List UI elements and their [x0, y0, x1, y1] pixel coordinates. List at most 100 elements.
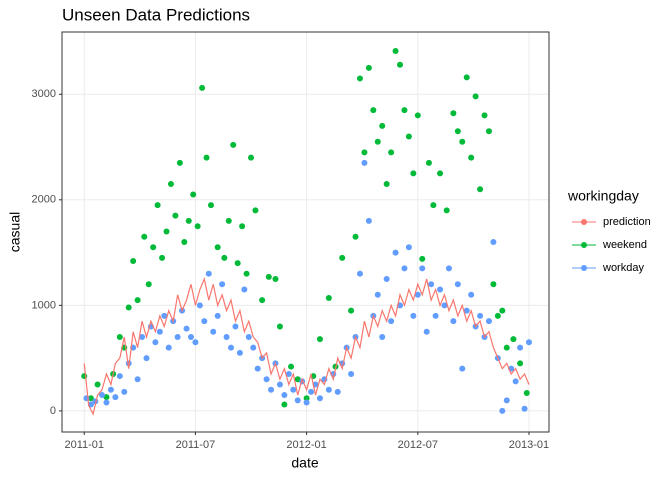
- data-point: [410, 170, 417, 177]
- data-point: [143, 355, 150, 362]
- data-point: [494, 312, 501, 319]
- legend-key-point: [581, 242, 587, 248]
- data-point: [477, 186, 484, 193]
- data-point: [196, 302, 203, 309]
- data-point: [454, 128, 461, 135]
- legend-label: weekend: [602, 239, 647, 251]
- data-point: [167, 180, 174, 187]
- x-tick-label: 2011-01: [64, 439, 104, 451]
- data-point: [159, 254, 166, 261]
- data-point: [472, 93, 479, 100]
- data-point: [325, 294, 332, 301]
- data-point: [268, 386, 275, 393]
- data-point: [176, 159, 183, 166]
- data-point: [276, 381, 283, 388]
- data-point: [365, 64, 372, 71]
- data-point: [116, 334, 123, 341]
- data-point: [154, 202, 161, 209]
- data-point: [339, 254, 346, 261]
- data-point: [419, 265, 426, 272]
- data-point: [139, 334, 146, 341]
- data-point: [468, 154, 475, 161]
- data-point: [361, 149, 368, 156]
- data-point: [156, 328, 163, 335]
- data-point: [397, 61, 404, 68]
- data-point: [521, 405, 528, 412]
- data-point: [203, 154, 210, 161]
- data-point: [450, 318, 457, 325]
- data-point: [87, 395, 94, 402]
- data-point: [183, 325, 190, 332]
- data-point: [437, 286, 444, 293]
- data-point: [214, 312, 221, 319]
- data-point: [348, 370, 355, 377]
- data-point: [468, 291, 475, 298]
- data-point: [223, 334, 230, 341]
- data-point: [503, 344, 510, 351]
- data-point: [423, 328, 430, 335]
- y-tick-label: 3000: [32, 88, 56, 100]
- data-point: [236, 349, 243, 356]
- data-point: [194, 223, 201, 230]
- legend-key-point: [581, 265, 587, 271]
- data-point: [459, 138, 466, 145]
- data-point: [388, 149, 395, 156]
- x-tick-label: 2011-07: [176, 439, 216, 451]
- data-point: [441, 302, 448, 309]
- data-point: [288, 363, 295, 370]
- y-tick-label: 2000: [32, 194, 56, 206]
- data-point: [252, 207, 259, 214]
- data-point: [165, 344, 172, 351]
- data-point: [374, 138, 381, 145]
- data-point: [410, 312, 417, 319]
- data-point: [517, 360, 524, 367]
- data-point: [103, 394, 110, 401]
- data-point: [348, 307, 355, 314]
- legend-label: workday: [602, 262, 644, 274]
- data-point: [290, 386, 297, 393]
- data-point: [163, 228, 170, 235]
- data-point: [130, 258, 137, 265]
- data-point: [425, 159, 432, 166]
- data-point: [303, 399, 310, 406]
- data-point: [499, 307, 506, 314]
- data-point: [259, 297, 266, 304]
- x-axis-label: date: [291, 455, 318, 471]
- data-point: [94, 381, 101, 388]
- data-point: [219, 281, 226, 288]
- data-point: [294, 397, 301, 404]
- data-point: [121, 388, 128, 395]
- data-point: [419, 255, 426, 262]
- plot-background: [62, 32, 549, 432]
- data-point: [214, 244, 221, 251]
- data-point: [325, 386, 332, 393]
- data-point: [490, 239, 497, 246]
- data-point: [141, 233, 148, 240]
- data-point: [243, 270, 250, 277]
- prediction-line: [83, 276, 530, 416]
- data-point: [199, 84, 206, 91]
- data-point: [401, 107, 408, 114]
- data-point: [239, 223, 246, 230]
- data-point: [272, 275, 279, 282]
- data-point: [112, 394, 119, 401]
- data-point: [145, 281, 152, 288]
- data-point: [454, 281, 461, 288]
- data-point: [228, 344, 235, 351]
- data-point: [134, 376, 141, 383]
- data-point: [405, 244, 412, 251]
- data-point: [316, 336, 323, 343]
- data-point: [414, 112, 421, 119]
- data-point: [125, 304, 132, 311]
- data-point: [401, 265, 408, 272]
- data-point: [517, 344, 524, 351]
- data-point: [352, 233, 359, 240]
- data-point: [334, 388, 341, 395]
- data-point: [308, 388, 315, 395]
- data-point: [481, 112, 488, 119]
- data-point: [525, 339, 532, 346]
- data-point: [428, 281, 435, 288]
- y-tick-label: 1000: [32, 299, 56, 311]
